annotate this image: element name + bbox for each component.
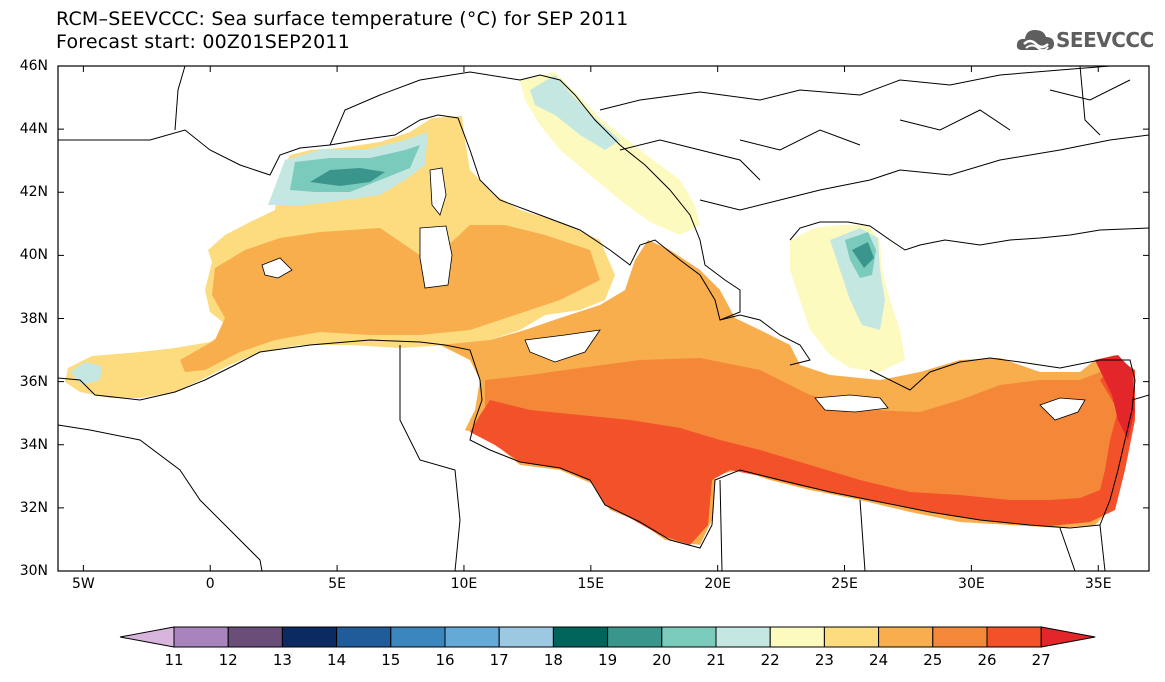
colorbar-label: 25 [923,651,943,669]
sst-libyan-sea-27 [470,360,1135,545]
colorbar-label: 15 [381,651,401,669]
logo-text: SEEVCCC [1056,28,1154,52]
colorbar-label: 26 [977,651,997,669]
sst-adriatic-21 [530,75,620,150]
colorbar-box [715,626,771,648]
colorbar-label: 11 [164,651,184,669]
colorbar-box [444,626,500,648]
map-title: RCM–SEEVCCC: Sea surface temperature (°C… [56,8,629,30]
colorbar-box [878,626,934,648]
colorbar-box [552,626,609,648]
colorbar-label: 23 [814,651,834,669]
colorbar-box [769,626,825,648]
coastlines [58,66,1149,571]
longitude-label: 30E [958,576,985,592]
axis-ticks [58,65,1149,572]
sst-levant-28 [1095,355,1135,440]
sst-field [58,66,1149,571]
sst-alboran-21 [70,362,102,385]
latitude-label: 40N [19,247,48,264]
colorbar-box [336,626,392,648]
colorbar-label: 17 [489,651,509,669]
island-corsica [429,167,447,216]
longitude-label: 35E [1084,576,1112,592]
colorbar-box [227,626,283,648]
longitude-label: 15E [577,576,605,592]
colorbar-over-triangle [1040,626,1096,648]
island-sicily [524,329,601,363]
sst-map [57,65,1150,572]
colorbar-box [173,626,229,648]
latitude-label: 42N [19,184,48,201]
island-cyprus [1039,397,1086,421]
sst-western-25 [180,225,600,372]
colorbar-box [823,626,880,648]
cloud-icon [1016,30,1054,52]
colorbar-label: 21 [706,651,726,669]
latitude-label: 32N [19,499,48,516]
colorbar-boxes [119,626,1096,648]
longitude-label: 0 [205,576,215,592]
colorbar-box [607,626,663,648]
colorbar-label: 20 [652,651,672,669]
longitude-label: 20E [704,576,732,592]
colorbar-box [498,626,554,648]
colorbar-label: 19 [598,651,618,669]
latitude-label: 30N [19,563,48,579]
colorbar-label: 16 [435,651,455,669]
forecast-start-subtitle: Forecast start: 00Z01SEP2011 [56,31,350,53]
seevccc-logo: SEEVCCC [1016,24,1156,58]
sst-aegean-19 [852,242,874,268]
latitude-label: 36N [19,373,48,390]
island-sardinia [419,225,453,289]
colorbar-label: 14 [327,651,347,669]
colorbar-label: 13 [272,651,292,669]
latitude-label: 34N [19,436,48,453]
colorbar-box [986,626,1042,648]
colorbar-label: 22 [760,651,780,669]
colorbar-label: 12 [218,651,238,669]
latitude-label: 38N [19,310,48,327]
colorbar-label: 27 [1031,651,1051,669]
island-crete [814,394,889,413]
longitude-label: 5E [328,576,346,592]
longitude-label: 25E [831,576,858,592]
latitude-label: 46N [19,58,48,74]
colorbar-box [932,626,988,648]
colorbar-box [281,626,338,648]
sst-gulf-of-lion-19 [310,168,385,186]
colorbar-box [661,626,717,648]
latitude-label: 44N [19,121,48,138]
longitude-label: 10E [450,576,478,592]
colorbar-label: 18 [543,651,563,669]
colorbar-under-triangle [119,626,175,648]
colorbar-label: 24 [869,651,889,669]
island-balearic [261,257,293,279]
colorbar-box [390,626,446,648]
longitude-label: 5W [71,576,95,592]
